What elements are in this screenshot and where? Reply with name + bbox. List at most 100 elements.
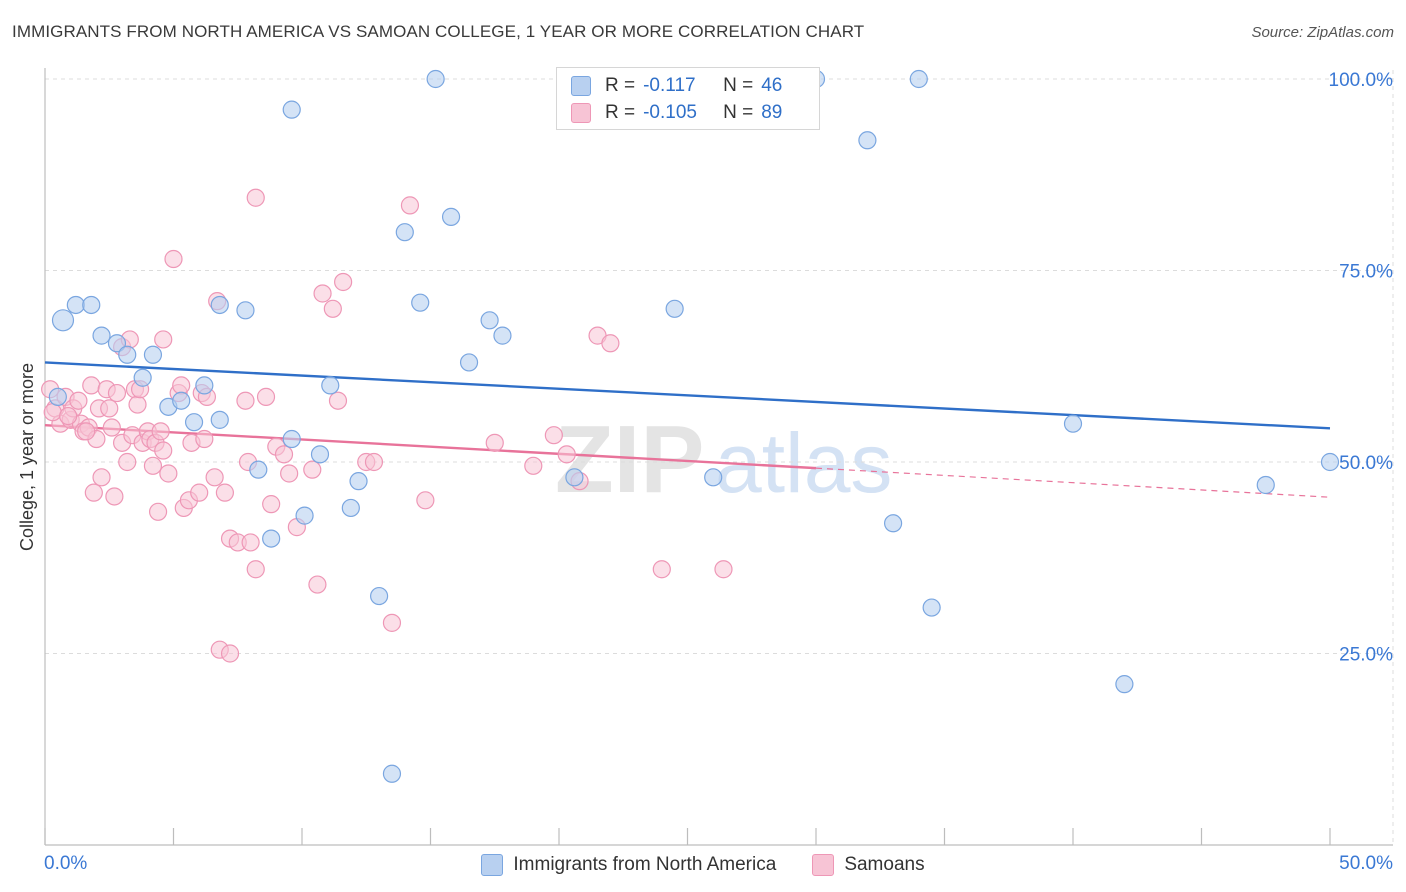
north-america-point (262, 529, 281, 548)
samoans-point (334, 272, 353, 292)
samoans-point (159, 464, 178, 483)
north-america-points (48, 69, 1340, 783)
samoans-point (308, 575, 327, 594)
samoans-point (143, 456, 163, 475)
axes (44, 68, 1393, 846)
samoans-point (485, 433, 504, 452)
samoans-point (328, 391, 348, 410)
samoans-point (102, 418, 121, 437)
y-axis-label: College, 1 year or more (17, 363, 37, 551)
samoans-point (274, 445, 294, 464)
samoans-point (77, 422, 96, 441)
legend-item-samoans: Samoans (812, 854, 925, 876)
samoans-point (652, 560, 671, 579)
north-america-point (426, 69, 445, 89)
north-america-point (295, 506, 314, 525)
north-america-point (883, 514, 903, 533)
north-america-point (66, 295, 85, 315)
samoans-point (92, 468, 111, 487)
samoans-point (107, 383, 127, 403)
samoans-point (118, 452, 137, 472)
north-america-point (210, 410, 229, 429)
samoans-point (262, 495, 281, 514)
north-america-point (133, 368, 152, 387)
samoans-trend-extension (815, 467, 1331, 498)
x-tick-label: 50.0% (1339, 853, 1393, 874)
samoans-point (154, 330, 173, 349)
north-america-point (665, 299, 684, 318)
samoans-point (256, 387, 276, 406)
y-tick-label: 50.0% (1339, 453, 1393, 474)
samoans-point (323, 299, 342, 318)
r-label: R = (605, 75, 636, 96)
trend-lines (44, 361, 1331, 498)
samoans-point (164, 249, 183, 269)
samoans-point (236, 391, 255, 410)
north-america-point (1256, 475, 1275, 495)
source-credit: Source: ZipAtlas.com (1251, 24, 1394, 41)
tick-labels: 25.0% 50.0% 75.0% 100.0% 0.0% 50.0% (44, 70, 1393, 874)
north-america-point (411, 293, 430, 312)
r-label: R = (605, 102, 636, 123)
watermark: ZIP atlas (555, 406, 892, 513)
north-america-point (321, 376, 340, 395)
pink-swatch (571, 103, 591, 123)
north-america-point (459, 353, 479, 372)
north-america-point (143, 345, 163, 364)
north-america-point (382, 764, 402, 783)
samoans-points (41, 188, 733, 663)
chart-title: IMMIGRANTS FROM NORTH AMERICA VS SAMOAN … (12, 22, 865, 41)
legend-label: Immigrants from North America (513, 854, 777, 875)
north-america-point (858, 131, 877, 150)
north-america-point (236, 301, 255, 320)
samoans-point (215, 483, 234, 502)
samoans-point (303, 460, 322, 479)
north-america-point (480, 311, 499, 330)
north-america-point (1115, 675, 1134, 694)
north-america-point (172, 391, 191, 410)
legend-item-north-america: Immigrants from North America (481, 854, 776, 876)
north-america-point (1320, 452, 1340, 472)
north-america-point (282, 100, 301, 119)
samoans-point (128, 395, 147, 414)
y-tick-label: 25.0% (1339, 645, 1393, 666)
samoans-point (148, 502, 168, 521)
north-america-point (92, 326, 111, 345)
north-america-point (395, 223, 414, 242)
north-america-point (704, 468, 723, 487)
north-america-point (249, 460, 268, 479)
stats-row-blue: R = -0.117 N = 46 (571, 73, 782, 99)
legend-swatch-pink (812, 854, 835, 876)
n-label: N = (723, 102, 754, 123)
x-tick-label: 0.0% (44, 853, 87, 874)
samoans-point (241, 533, 260, 552)
n-value: 89 (761, 102, 783, 123)
north-america-point (922, 598, 941, 617)
stats-legend: R = -0.117 N = 46 R = -0.105 N = 89 (556, 67, 820, 130)
north-america-point (341, 498, 360, 518)
north-america-point (349, 472, 368, 491)
north-america-point (310, 445, 330, 464)
samoans-point (714, 560, 733, 579)
north-america-point (118, 345, 137, 364)
r-value: -0.105 (643, 102, 697, 123)
n-label: N = (723, 75, 754, 96)
north-america-point (493, 326, 512, 345)
samoans-point (82, 376, 101, 395)
samoans-point (69, 391, 88, 410)
samoans-point (190, 483, 209, 502)
north-america-point (51, 309, 75, 332)
north-america-point (370, 586, 389, 606)
samoans-point (544, 426, 563, 445)
stats-row-pink: R = -0.105 N = 89 (571, 100, 782, 126)
samoans-point (220, 644, 240, 663)
samoans-point (601, 334, 620, 353)
north-america-point (195, 376, 214, 395)
samoans-point (400, 196, 420, 215)
y-tick-label: 75.0% (1339, 262, 1393, 283)
north-america-point (107, 334, 127, 353)
samoans-point (246, 188, 265, 207)
north-america-point (1063, 414, 1083, 433)
